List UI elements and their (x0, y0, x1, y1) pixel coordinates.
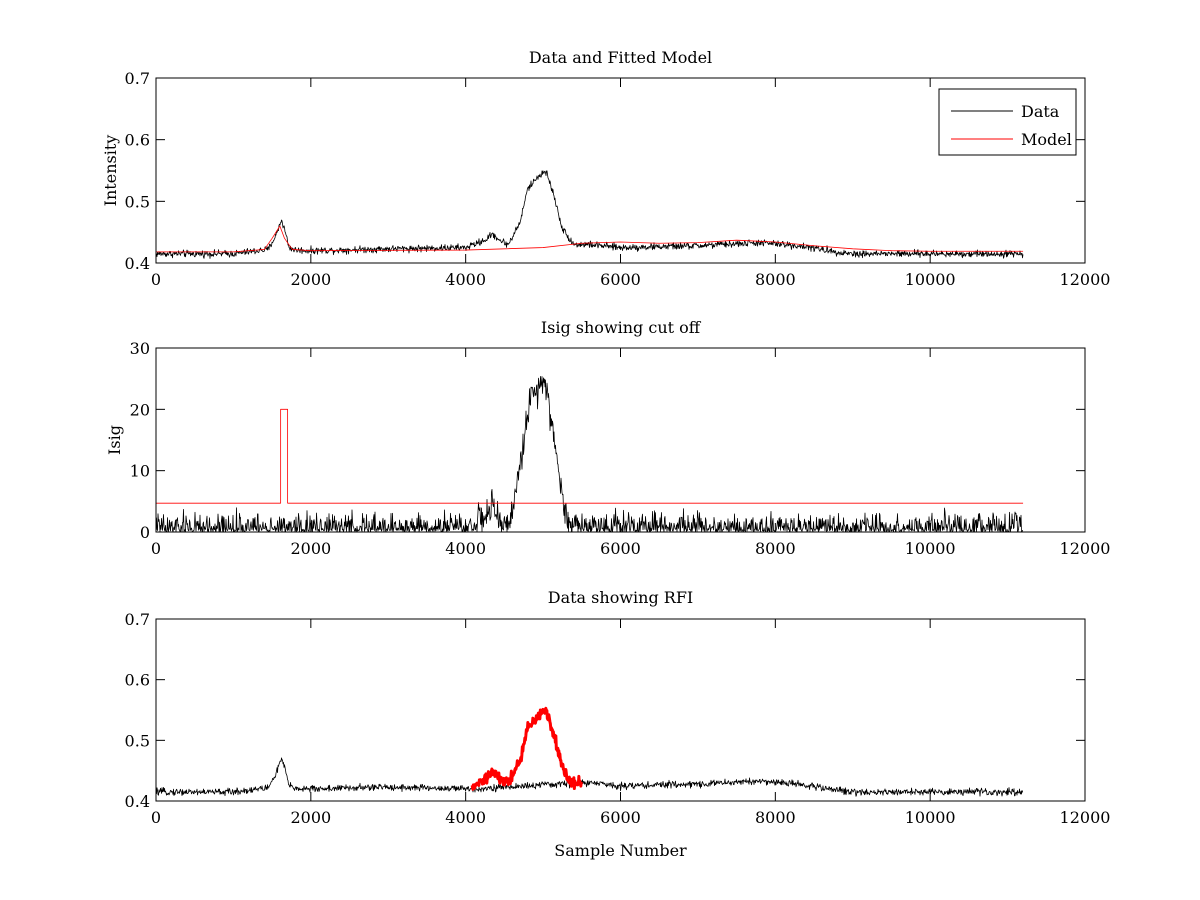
y-tick-label: 0 (140, 523, 150, 542)
panel-data-and-fitted-model: Data and Fitted Model Intensity 0 2000 400… (101, 48, 1110, 289)
x-tick-label: 10000 (905, 270, 956, 289)
series-line (156, 170, 1024, 259)
series-line (156, 757, 1024, 797)
legend: Data Model (938, 88, 1077, 156)
y-tick-label: 30 (130, 339, 150, 358)
x-tick-label: 0 (151, 808, 161, 827)
legend-label: Data (1021, 102, 1060, 121)
x-tick-label: 6000 (600, 270, 641, 289)
series-line (156, 225, 1024, 253)
axes-box (155, 618, 1086, 802)
y-tick-label: 0.7 (125, 69, 150, 88)
series-group (156, 375, 1024, 532)
series-line (156, 375, 1024, 532)
axes-box (155, 347, 1086, 533)
x-tick-label: 6000 (600, 808, 641, 827)
x-tick-label: 0 (151, 539, 161, 558)
x-tick-label: 12000 (1060, 270, 1111, 289)
x-tick-label: 6000 (600, 539, 641, 558)
y-tick-label: 0.6 (125, 671, 150, 690)
plot-area: 0 2000 4000 6000 8000 10000 12000 0.4 0.5 0.6 0.7 (125, 69, 1111, 289)
series-group (156, 170, 1024, 259)
legend-label: Model (1021, 130, 1072, 149)
series-line (470, 706, 583, 791)
y-axis-label: Isig (105, 425, 124, 455)
x-tick-label: 0 (151, 270, 161, 289)
x-axis-label: Sample Number (554, 841, 687, 860)
panel-data-showing-rfi: Data showing RFI Sample Number 0 2000 4000… (125, 588, 1111, 860)
x-tick-label: 4000 (445, 808, 486, 827)
x-tick-label: 10000 (905, 808, 956, 827)
y-tick-label: 0.6 (125, 131, 150, 150)
x-tick-label: 8000 (755, 539, 796, 558)
x-tick-label: 10000 (905, 539, 956, 558)
plot-area: 0 2000 4000 6000 8000 10000 12000 0.4 0.5 0.6 0.7 (125, 610, 1111, 827)
y-tick-label: 0.4 (125, 792, 150, 811)
x-tick-label: 12000 (1060, 808, 1111, 827)
x-tick-label: 12000 (1060, 539, 1111, 558)
series-line (156, 408, 1024, 504)
y-tick-label: 20 (130, 400, 150, 419)
x-tick-label: 2000 (290, 539, 331, 558)
x-tick-label: 4000 (445, 270, 486, 289)
x-tick-label: 8000 (755, 808, 796, 827)
chart-title: Data and Fitted Model (529, 48, 712, 67)
legend-box (938, 88, 1077, 156)
y-axis-label: Intensity (101, 135, 120, 207)
chart-title: Data showing RFI (548, 588, 693, 607)
y-tick-label: 0.4 (125, 254, 150, 273)
series-group (156, 706, 1024, 797)
y-tick-label: 0.5 (125, 192, 150, 211)
y-tick-label: 0.7 (125, 610, 150, 629)
x-tick-label: 4000 (445, 539, 486, 558)
x-tick-label: 2000 (290, 808, 331, 827)
chart-title: Isig showing cut off (541, 318, 702, 337)
x-tick-label: 8000 (755, 270, 796, 289)
y-tick-label: 10 (130, 462, 150, 481)
x-tick-label: 2000 (290, 270, 331, 289)
y-tick-label: 0.5 (125, 731, 150, 750)
plot-area: 0 2000 4000 6000 8000 10000 12000 0 10 20 30 (130, 339, 1111, 558)
panel-isig-showing-cut-off: Isig showing cut off Isig 0 2000 4000 6000 8… (105, 318, 1110, 558)
